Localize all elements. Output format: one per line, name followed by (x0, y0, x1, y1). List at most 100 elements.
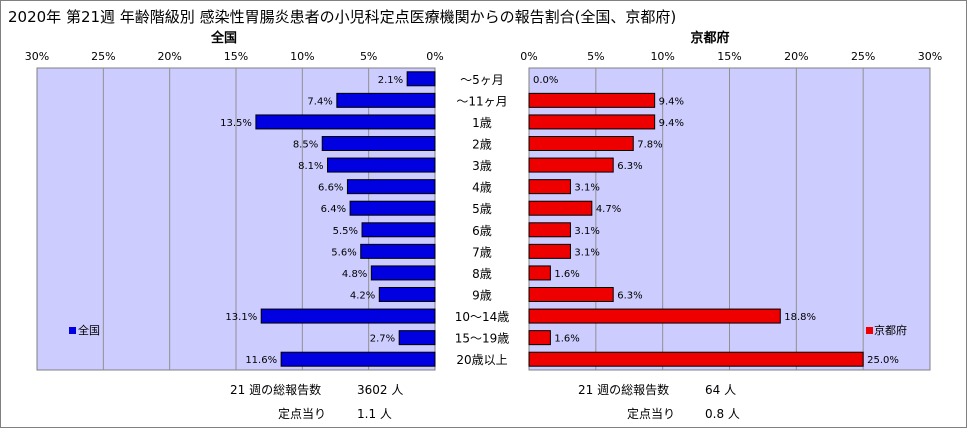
value-label-kyoto: 6.3% (617, 161, 642, 172)
legend-swatch-kyoto (866, 327, 873, 334)
category-label: 20歳以上 (456, 353, 507, 367)
bar-national (255, 114, 436, 130)
category-labels: ～5ヶ月 ～11ヶ月 1歳 2歳 3歳 4歳 5歳 6歳 7歳 8歳 9歳 10～14歳 15～19歳 2… (455, 73, 510, 367)
value-label-national: 8.1% (298, 161, 323, 172)
category-label: 4歳 (472, 181, 492, 195)
tick-label-kyoto: 0% (520, 50, 537, 63)
bars-national (255, 71, 436, 367)
bar-national (398, 330, 436, 346)
tick-label-national: 5% (360, 50, 377, 63)
bar-national (378, 287, 436, 302)
tick-label-national: 20% (157, 50, 181, 63)
tick-label-kyoto: 20% (784, 50, 808, 63)
value-label-national: 4.8% (342, 269, 367, 280)
bar-kyoto (528, 222, 571, 238)
tick-label-national: 15% (224, 50, 248, 63)
bar-kyoto (528, 200, 593, 216)
kyoto-total-value: 64 人 (705, 383, 736, 397)
bar-national (321, 136, 436, 151)
bar-kyoto (528, 92, 656, 108)
bar-national (361, 222, 436, 238)
value-label-national: 4.2% (350, 291, 375, 302)
category-label: 6歳 (472, 224, 492, 238)
legend-label-national: 全国 (78, 323, 100, 337)
bar-national (280, 351, 436, 367)
legend-swatch-national (69, 327, 76, 334)
tick-label-kyoto: 10% (650, 50, 674, 63)
category-label: ～5ヶ月 (460, 73, 504, 87)
tick-label-national: 25% (91, 50, 115, 63)
value-label-kyoto: 25.0% (867, 355, 899, 366)
value-labels-national: 2.1% 7.4% 13.5% 8.5% 8.1% 6.6% 6.4% 5.5% 5.6% 4.8… (220, 75, 403, 366)
value-label-kyoto: 7.8% (637, 140, 662, 151)
kyoto-total-label: 21 週の総報告数 (578, 382, 669, 397)
value-label-national: 2.7% (370, 334, 395, 345)
value-label-national: 7.4% (307, 96, 332, 107)
national-per-label: 定点当り (278, 406, 326, 421)
category-label: 3歳 (472, 159, 492, 173)
category-label: 7歳 (472, 245, 492, 259)
bar-national (406, 71, 436, 87)
category-label: 10～14歳 (455, 310, 510, 324)
tick-label-kyoto: 15% (717, 50, 741, 63)
legend-kyoto: 京都府 (866, 323, 907, 337)
bar-national (260, 308, 436, 324)
tick-label-kyoto: 30% (918, 50, 942, 63)
tick-label-kyoto: 5% (587, 50, 604, 63)
category-label: ～11ヶ月 (456, 94, 507, 108)
panel-title-kyoto: 京都府 (690, 30, 729, 46)
chart-title: 2020年 第21週 年齢階級別 感染性胃腸炎患者の小児科定点医療機関からの報告… (8, 8, 676, 26)
value-label-national: 5.5% (333, 226, 358, 237)
bar-kyoto (528, 243, 571, 259)
national-total-value: 3602 人 (357, 383, 403, 397)
bar-kyoto (528, 330, 551, 346)
value-label-kyoto: 1.6% (554, 269, 579, 280)
value-label-national: 8.5% (293, 140, 318, 151)
value-label-national: 6.4% (321, 204, 346, 215)
value-label-national: 5.6% (331, 247, 356, 258)
category-label: 1歳 (472, 116, 492, 130)
bars-kyoto (528, 92, 864, 367)
bar-kyoto (528, 308, 781, 324)
value-label-kyoto: 18.8% (784, 312, 816, 323)
value-label-national: 13.5% (220, 118, 252, 129)
value-labels-kyoto: 0.0% 9.4% 9.4% 7.8% 6.3% 3.1% 4.7% 3.1% 3.1% 1.6%… (533, 75, 899, 366)
bar-national (370, 265, 436, 281)
bar-kyoto (528, 114, 656, 130)
bar-national (336, 92, 436, 108)
tick-label-national: 10% (290, 50, 314, 63)
bar-kyoto (528, 265, 551, 281)
national-per-value: 1.1 人 (357, 407, 392, 421)
category-label: 15～19歳 (455, 332, 510, 346)
bar-kyoto (528, 179, 571, 195)
legend-label-kyoto: 京都府 (874, 323, 907, 337)
value-label-kyoto: 3.1% (574, 226, 599, 237)
bar-national (360, 243, 436, 259)
value-label-national: 11.6% (245, 355, 277, 366)
value-label-kyoto: 3.1% (574, 247, 599, 258)
kyoto-per-label: 定点当り (627, 406, 675, 421)
panel-title-national: 全国 (210, 30, 237, 46)
value-label-kyoto: 4.7% (596, 204, 621, 215)
kyoto-per-value: 0.8 人 (705, 407, 740, 421)
value-label-kyoto: 9.4% (659, 118, 684, 129)
bar-kyoto (528, 157, 614, 173)
value-label-kyoto: 3.1% (574, 183, 599, 194)
category-label: 5歳 (472, 202, 492, 216)
tick-label-kyoto: 25% (851, 50, 875, 63)
value-label-national: 2.1% (378, 75, 403, 86)
value-label-national: 6.6% (318, 183, 343, 194)
tick-labels-kyoto: 0% 5% 10% 15% 20% 25% 30% (520, 50, 942, 63)
category-label: 2歳 (472, 138, 492, 152)
value-label-kyoto: 9.4% (659, 96, 684, 107)
tick-label-national: 30% (25, 50, 49, 63)
value-label-national: 13.1% (225, 312, 257, 323)
bar-kyoto (528, 136, 634, 151)
bar-national (327, 157, 436, 173)
tick-labels-national: 0% 5% 10% 15% 20% 25% 30% (25, 50, 444, 63)
tick-label-national: 0% (426, 50, 443, 63)
legend-national: 全国 (69, 323, 100, 337)
value-label-kyoto: 1.6% (554, 334, 579, 345)
category-label: 8歳 (472, 267, 492, 281)
